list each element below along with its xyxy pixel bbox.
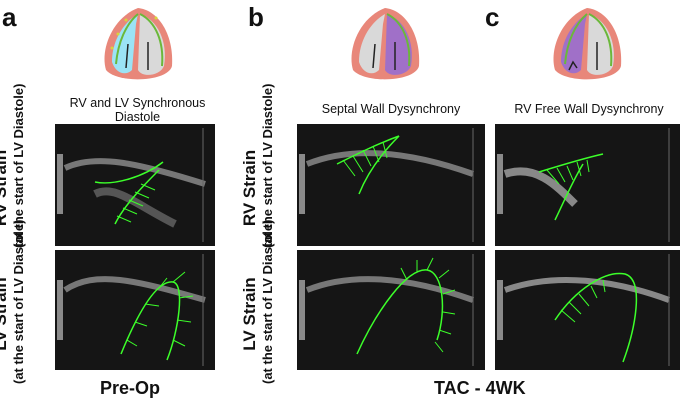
echo-c-lv-strain (495, 250, 680, 370)
bottom-label-tac: TAC - 4WK (434, 378, 526, 398)
row-label-lv-sub: (at the start of LV Diastole) (260, 219, 275, 384)
panel-c-title: RV Free Wall Dysynchrony (514, 102, 664, 116)
echo-c-rv-strain (495, 124, 680, 246)
row-label-rv-main: RV Strain (240, 149, 259, 227)
heart-schematic-synchronous (104, 8, 173, 80)
row-label-lv-main: LV Strain (240, 277, 259, 351)
row-label-rv-main: RV Strain (0, 149, 10, 227)
echo-b-lv-strain (297, 250, 485, 370)
panel-b-title: Septal Wall Dysynchrony (321, 102, 461, 116)
echo-a-lv-strain (55, 250, 215, 370)
bottom-label-preop: Pre-Op (100, 378, 161, 398)
panel-letter-c: c (485, 2, 500, 32)
echo-b-rv-strain (297, 124, 485, 246)
panel-letter-a: a (2, 2, 17, 32)
panel-a-title-line1: RV and LV Synchronous (69, 96, 206, 110)
row-label-lv-sub: (at the start of LV Diastole) (11, 219, 26, 384)
echo-a-rv-strain (55, 124, 215, 246)
heart-schematic-septal (351, 8, 420, 80)
panel-a-title: RV and LV Synchronous Diastole (50, 96, 225, 124)
heart-schematic-rv-free-wall (553, 8, 622, 80)
row-label-lv-b: LV Strain (at the start of LV Diastole) (240, 219, 277, 384)
panel-letter-b: b (248, 2, 264, 32)
row-label-lv-main: LV Strain (0, 277, 10, 351)
panel-a-title-line2: Diastole (114, 110, 161, 124)
row-label-lv-a: LV Strain (at the start of LV Diastole) (0, 219, 28, 384)
